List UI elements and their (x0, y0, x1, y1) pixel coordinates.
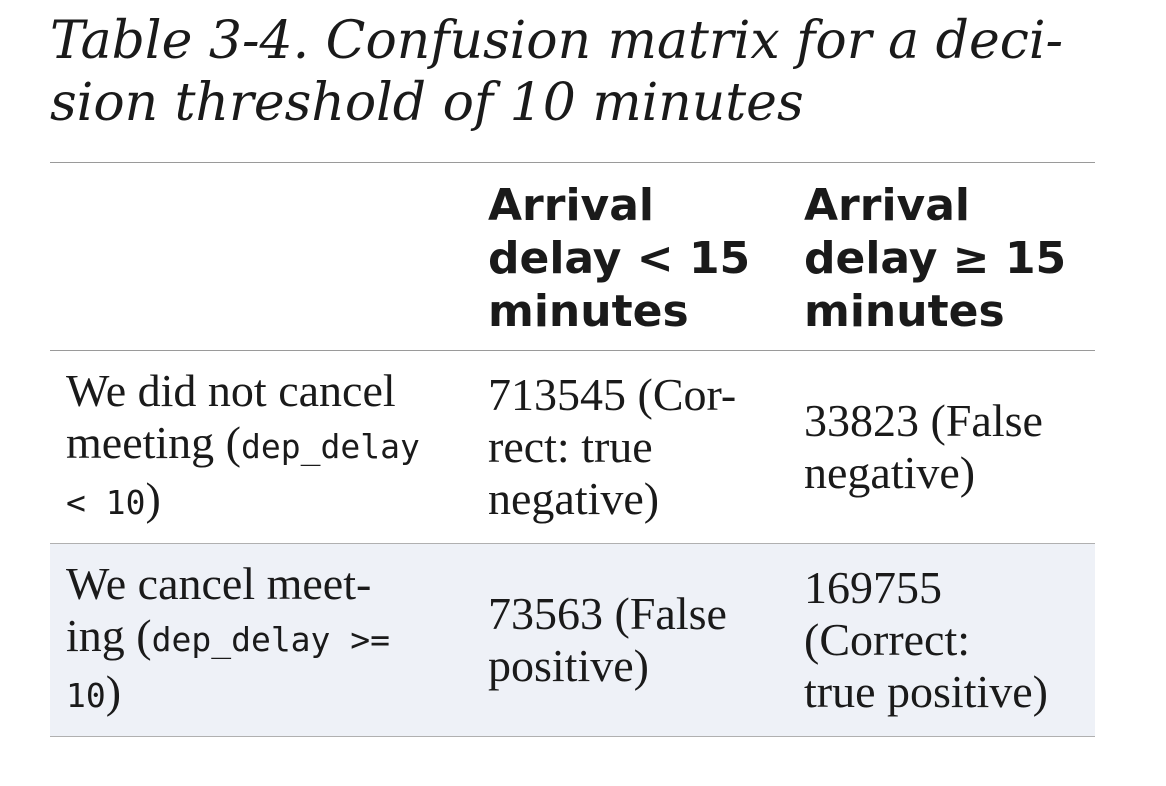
row-label-text: ) (145, 473, 161, 524)
row-label-text: We cancel meet- (66, 558, 372, 609)
table-caption: Table 3-4. Confusion matrix for a deci- … (50, 10, 1110, 134)
header-corner-cell (50, 163, 472, 351)
header-arrival-under-15: Arrival delay < 15 minutes (472, 163, 788, 351)
row-label-line: 10) (66, 666, 472, 722)
cell-false-positive: 73563 (False positive) (472, 544, 788, 737)
header-row: Arrival delay < 15 minutes Arrival delay… (50, 162, 1095, 351)
cell-line: negative) (488, 473, 660, 524)
header-line: delay < 15 (488, 233, 751, 284)
header-line: Arrival (488, 180, 654, 231)
row-label-code: 10 (66, 676, 106, 715)
header-arrival-15-or-more: Arrival delay ≥ 15 minutes (788, 163, 1095, 351)
confusion-matrix-table: Arrival delay < 15 minutes Arrival delay… (50, 162, 1095, 737)
cell-true-negative: 713545 (Cor- rect: true negative) (472, 351, 788, 544)
row-label-text: ing ( (66, 610, 152, 661)
cell-line: rect: true (488, 421, 653, 472)
caption-line-1: Table 3-4. Confusion matrix for a deci- (50, 11, 1064, 71)
row-label-did-not-cancel: We did not cancel meeting (dep_delay < 1… (50, 351, 472, 544)
row-label-text: meeting ( (66, 417, 241, 468)
cell-line: negative) (804, 447, 976, 498)
cell-line: positive) (488, 640, 649, 691)
header-line: minutes (804, 286, 1005, 337)
row-label-line: < 10) (66, 473, 472, 529)
row-label-line: ing (dep_delay >= (66, 610, 472, 666)
header-line: minutes (488, 286, 689, 337)
cell-line: 73563 (False (488, 588, 727, 639)
row-label-text: ) (105, 666, 122, 717)
cell-false-negative: 33823 (False negative) (788, 351, 1095, 544)
row-label-code: < 10 (66, 483, 146, 522)
table-row-cancel: We cancel meet- ing (dep_delay >= 10) 73… (50, 543, 1095, 737)
row-label-line: We did not cancel (66, 365, 472, 417)
row-label-text: We did not cancel (66, 365, 396, 416)
row-label-line: We cancel meet- (66, 558, 472, 610)
cell-line: 169755 (804, 562, 942, 613)
row-label-code: dep_delay >= (151, 620, 391, 659)
row-label-line: meeting (dep_delay (66, 417, 472, 473)
table-body: We did not cancel meeting (dep_delay < 1… (50, 351, 1095, 737)
cell-true-positive: 169755 (Correct: true positive) (788, 544, 1095, 737)
cell-line: 33823 (False (804, 395, 1043, 446)
cell-line: (Correct: (804, 614, 971, 665)
table-row-did-not-cancel: We did not cancel meeting (dep_delay < 1… (50, 351, 1095, 544)
row-label-cancel: We cancel meet- ing (dep_delay >= 10) (50, 544, 472, 737)
header-line: Arrival (804, 180, 970, 231)
table-header: Arrival delay < 15 minutes Arrival delay… (50, 162, 1095, 351)
row-label-code: dep_delay (241, 427, 420, 466)
header-line: delay ≥ 15 (804, 233, 1067, 284)
cell-line: 713545 (Cor- (488, 369, 737, 420)
cell-line: true positive) (804, 666, 1048, 717)
caption-line-2: sion threshold of 10 minutes (50, 73, 804, 133)
